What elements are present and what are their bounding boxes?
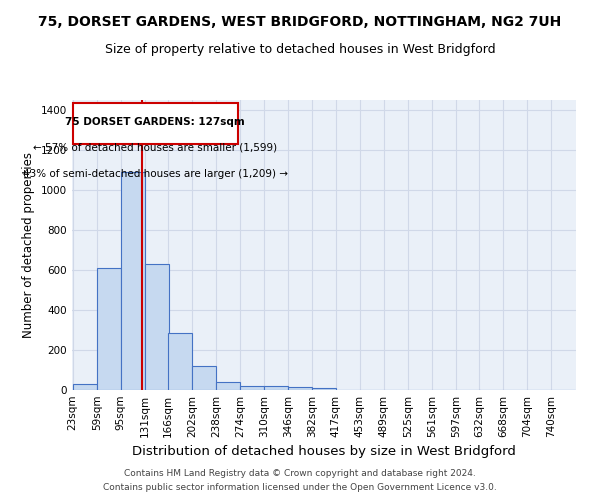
X-axis label: Distribution of detached houses by size in West Bridgford: Distribution of detached houses by size … bbox=[132, 446, 516, 458]
Bar bbox=[313, 388, 337, 390]
Bar bbox=[121, 172, 145, 390]
Y-axis label: Number of detached properties: Number of detached properties bbox=[22, 152, 35, 338]
Text: Size of property relative to detached houses in West Bridgford: Size of property relative to detached ho… bbox=[104, 42, 496, 56]
Bar bbox=[240, 386, 264, 390]
Bar bbox=[97, 268, 121, 390]
FancyBboxPatch shape bbox=[73, 103, 238, 144]
Text: 75, DORSET GARDENS, WEST BRIDGFORD, NOTTINGHAM, NG2 7UH: 75, DORSET GARDENS, WEST BRIDGFORD, NOTT… bbox=[38, 15, 562, 29]
Bar bbox=[192, 366, 216, 390]
Bar bbox=[264, 386, 288, 390]
Text: 75 DORSET GARDENS: 127sqm: 75 DORSET GARDENS: 127sqm bbox=[65, 117, 245, 127]
Text: Contains public sector information licensed under the Open Government Licence v3: Contains public sector information licen… bbox=[103, 484, 497, 492]
Text: 43% of semi-detached houses are larger (1,209) →: 43% of semi-detached houses are larger (… bbox=[23, 169, 287, 179]
Text: ← 57% of detached houses are smaller (1,599): ← 57% of detached houses are smaller (1,… bbox=[33, 143, 277, 153]
Bar bbox=[216, 382, 240, 390]
Bar bbox=[168, 333, 192, 390]
Bar bbox=[145, 264, 169, 390]
Bar bbox=[73, 384, 97, 390]
Bar bbox=[288, 387, 313, 390]
Text: Contains HM Land Registry data © Crown copyright and database right 2024.: Contains HM Land Registry data © Crown c… bbox=[124, 468, 476, 477]
